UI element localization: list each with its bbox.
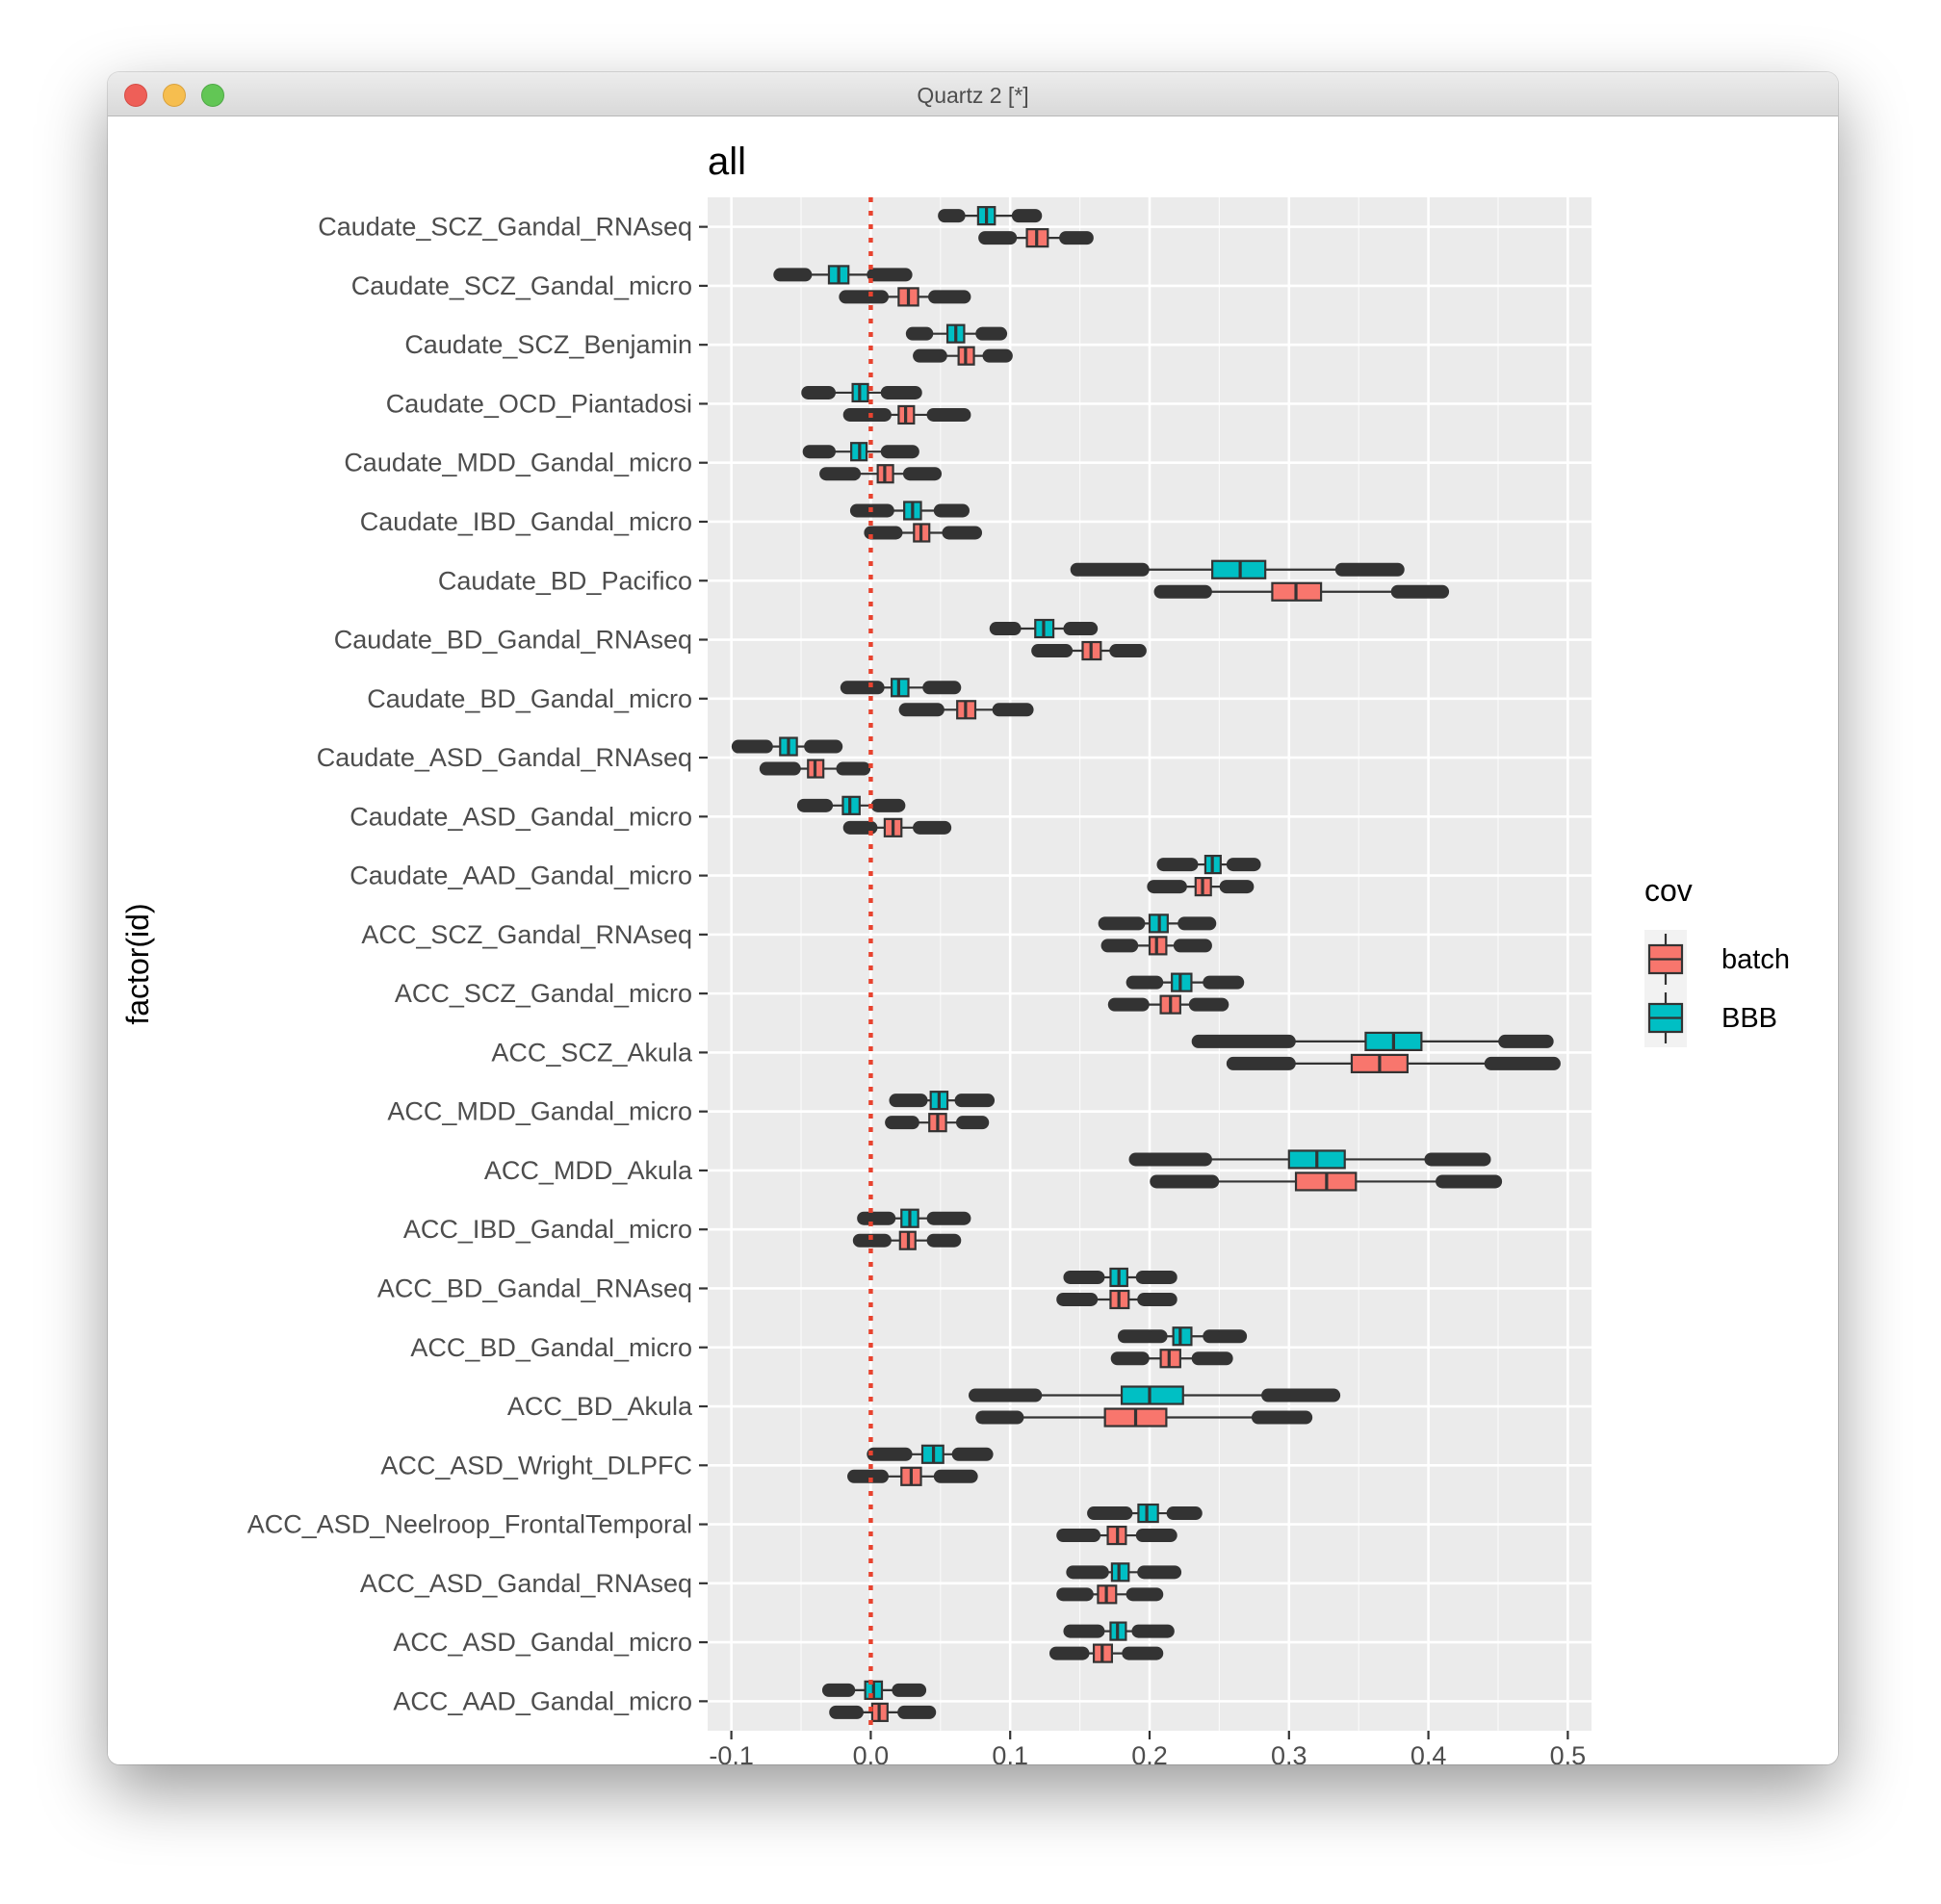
y-tick-label: ACC_ASD_Gandal_micro	[393, 1628, 692, 1657]
y-tick-label: Caudate_ASD_Gandal_RNAseq	[317, 743, 692, 772]
window-title: Quartz 2 [*]	[917, 83, 1029, 108]
x-tick-label: 0.5	[1550, 1741, 1587, 1764]
zoom-button[interactable]	[201, 84, 224, 107]
y-tick-label: ACC_MDD_Gandal_micro	[387, 1097, 692, 1126]
close-button[interactable]	[124, 84, 147, 107]
y-axis-title: factor(id)	[120, 903, 155, 1024]
y-tick-label: ACC_ASD_Neelroop_FrontalTemporal	[247, 1510, 692, 1539]
box-BBB	[1172, 1326, 1193, 1347]
chart-title: all	[708, 141, 746, 183]
y-tick-label: ACC_BD_Gandal_micro	[410, 1333, 692, 1362]
y-tick-label: Caudate_BD_Gandal_RNAseq	[334, 626, 692, 655]
y-tick-label: ACC_BD_Gandal_RNAseq	[377, 1274, 692, 1302]
boxplot-chart: Caudate_SCZ_Gandal_RNAseq Caudate_SCZ_Gan…	[120, 141, 1790, 1764]
y-tick-label: ACC_BD_Akula	[507, 1392, 693, 1421]
y-tick-label: ACC_IBD_Gandal_micro	[403, 1215, 692, 1244]
y-tick-label: Caudate_MDD_Gandal_micro	[344, 449, 692, 477]
y-tick-label: ACC_SCZ_Gandal_RNAseq	[361, 920, 692, 949]
y-tick-label: ACC_ASD_Gandal_RNAseq	[360, 1569, 692, 1598]
y-tick-label: ACC_MDD_Akula	[484, 1156, 693, 1185]
y-tick-label: Caudate_IBD_Gandal_micro	[360, 507, 692, 536]
y-tick-label: ACC_AAD_Gandal_micro	[393, 1686, 692, 1715]
y-tick-label: Caudate_AAD_Gandal_micro	[349, 862, 692, 890]
legend-title: cov	[1644, 873, 1693, 908]
x-tick-label: -0.1	[709, 1741, 754, 1764]
box-BBB	[1120, 1385, 1184, 1405]
plot-area: Caudate_SCZ_Gandal_RNAseq Caudate_SCZ_Gan…	[108, 116, 1838, 1764]
legend-label: batch	[1721, 944, 1790, 975]
y-tick-label: Caudate_SCZ_Benjamin	[404, 330, 692, 359]
x-tick-label: 0.1	[992, 1741, 1028, 1764]
y-tick-label: Caudate_SCZ_Gandal_RNAseq	[318, 213, 692, 242]
y-tick-label: Caudate_BD_Gandal_micro	[367, 684, 692, 713]
x-tick-label: 0.0	[853, 1741, 890, 1764]
y-tick-label: ACC_SCZ_Gandal_micro	[395, 979, 692, 1008]
y-tick-label: Caudate_SCZ_Gandal_micro	[351, 271, 692, 300]
y-tick-label: Caudate_OCD_Piantadosi	[386, 389, 692, 418]
y-tick-label: Caudate_ASD_Gandal_micro	[349, 802, 692, 831]
y-tick-label: Caudate_BD_Pacifico	[438, 566, 692, 595]
y-tick-label: ACC_ASD_Wright_DLPFC	[380, 1451, 692, 1479]
y-tick-label: ACC_SCZ_Akula	[491, 1038, 693, 1067]
x-tick-label: 0.3	[1271, 1741, 1307, 1764]
minimize-button[interactable]	[163, 84, 186, 107]
title-bar: Quartz 2 [*]	[108, 72, 1838, 116]
x-tick-label: 0.2	[1131, 1741, 1168, 1764]
quartz-window: Quartz 2 [*] Caudate_SCZ_Gandal_RNAseq Ca…	[108, 72, 1838, 1764]
x-tick-label: 0.4	[1410, 1741, 1447, 1764]
legend-label: BBB	[1721, 1003, 1777, 1034]
